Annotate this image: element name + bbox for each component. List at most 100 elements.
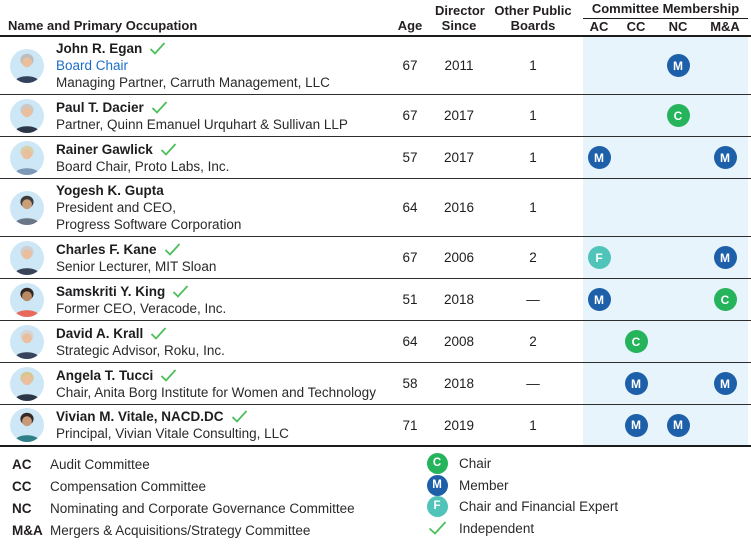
director-photo — [10, 282, 44, 317]
name-line: Rainer Gawlick — [56, 141, 229, 158]
director-name: Yogesh K. Gupta — [56, 183, 164, 198]
other-boards-cell: — — [526, 376, 540, 391]
legend-committee-label: Mergers & Acquisitions/Strategy Committe… — [50, 522, 311, 538]
column-header-other-boards: Other Public Boards — [483, 3, 583, 37]
committee-cell-ac: M — [583, 146, 615, 169]
directors-table: Name and Primary Occupation Age Director… — [0, 0, 751, 447]
name-and-occupation-cell: Angela T. Tucci Chair, Anita Borg Instit… — [0, 364, 385, 404]
column-header-other-boards-line1: Other Public — [494, 3, 572, 18]
director-photo — [10, 98, 44, 133]
occupation-line: Board Chair, Proto Labs, Inc. — [56, 158, 230, 174]
director-row: Yogesh K. Gupta President and CEO, Progre… — [0, 179, 751, 237]
occupation-line: Partner, Quinn Emanuel Urquhart & Sulliv… — [56, 116, 348, 132]
director-since-cell: 2018 — [443, 292, 475, 307]
name-block: Paul T. Dacier Partner, Quinn Emanuel Ur… — [56, 99, 348, 133]
name-block: John R. Egan Board Chair Managing Partne… — [56, 40, 330, 91]
committee-cell-nc: M — [657, 54, 699, 77]
director-since-cell: 2019 — [443, 417, 475, 433]
director-name: Charles F. Kane — [56, 241, 157, 257]
legend-committee-abbr: CC — [12, 478, 32, 494]
membership-badge-c: C — [666, 104, 690, 127]
director-photo — [10, 408, 44, 442]
director-occupation: Managing Partner, Carruth Management, LL… — [56, 74, 330, 91]
membership-badge-m: M — [624, 413, 648, 437]
director-name: Paul T. Dacier — [56, 99, 144, 115]
legend-committee-label: Nominating and Corporate Governance Comm… — [50, 500, 355, 516]
name-and-occupation-cell: John R. Egan Board Chair Managing Partne… — [0, 37, 385, 94]
director-since-cell: 2008 — [443, 334, 475, 349]
director-row: David A. Krall Strategic Advisor, Roku, … — [0, 321, 751, 363]
other-boards-cell: 1 — [529, 150, 537, 165]
name-and-occupation-cell: David A. Krall Strategic Advisor, Roku, … — [0, 322, 385, 362]
name-line: Angela T. Tucci — [56, 367, 376, 384]
legend-symbol-label: Chair — [459, 456, 492, 472]
director-photo — [10, 324, 44, 359]
occupation-line: President and CEO, — [56, 200, 177, 215]
legend-committee-row: M&A Mergers & Acquisitions/Strategy Commi… — [12, 519, 426, 541]
independent-check-icon — [164, 242, 181, 256]
person-avatar-icon — [10, 190, 44, 225]
person-avatar-icon — [10, 282, 44, 317]
committee-cell-ma: M — [699, 246, 751, 269]
name-line: Samskriti Y. King — [56, 283, 226, 300]
name-and-occupation-cell: Paul T. Dacier Partner, Quinn Emanuel Ur… — [0, 96, 385, 136]
committee-cell-cc: M — [615, 372, 657, 395]
name-block: Rainer Gawlick Board Chair, Proto Labs, … — [56, 141, 229, 175]
legend-committee-abbr: AC — [12, 456, 32, 472]
column-header-name: Name and Primary Occupation — [8, 18, 198, 33]
legend: AC Audit Committee CC Compensation Committe… — [0, 453, 751, 541]
committee-cell-nc: M — [657, 413, 699, 437]
director-occupation: Principal, Vivian Vitale Consulting, LLC — [56, 425, 289, 442]
column-header-director-since-line2: Since — [441, 18, 477, 33]
column-header-director-since: Director Since — [435, 3, 485, 37]
person-avatar-icon — [10, 240, 44, 275]
other-boards-cell: 1 — [529, 417, 537, 433]
membership-badge-m: M — [587, 146, 611, 169]
director-row: Charles F. Kane Senior Lecturer, MIT Slo… — [0, 237, 751, 279]
committee-membership-title: Committee Membership — [583, 0, 748, 19]
column-header-age: Age — [397, 18, 423, 33]
legend-symbol-row: Independent — [426, 518, 618, 540]
committee-subheaders: AC CC NC M&A — [583, 19, 751, 38]
director-occupation: Chair, Anita Borg Institute for Women an… — [56, 384, 376, 401]
membership-badge-c: C — [426, 453, 448, 475]
director-row: Vivian M. Vitale, NACD.DC Principal, Viv… — [0, 405, 751, 447]
occupation-line: Senior Lecturer, MIT Sloan — [56, 258, 217, 274]
membership-badge-m: M — [713, 146, 737, 169]
legend-committee-abbr: NC — [12, 500, 32, 516]
director-row: John R. Egan Board Chair Managing Partne… — [0, 37, 751, 95]
legend-symbols: C Chair M Member F Chair and Financial Expert… — [426, 453, 618, 541]
director-occupation: Strategic Advisor, Roku, Inc. — [56, 342, 225, 359]
membership-badge-f: F — [426, 496, 448, 518]
age-cell: 67 — [402, 58, 418, 73]
age-cell: 67 — [402, 250, 418, 265]
name-and-occupation-cell: Rainer Gawlick Board Chair, Proto Labs, … — [0, 138, 385, 178]
legend-committee-label: Audit Committee — [50, 456, 150, 472]
director-row: Samskriti Y. King Former CEO, Veracode, … — [0, 279, 751, 321]
committee-cell-cc: C — [615, 330, 657, 353]
membership-badge-m: M — [713, 246, 737, 269]
name-block: Angela T. Tucci Chair, Anita Borg Instit… — [56, 367, 376, 401]
independent-check-icon — [426, 521, 448, 536]
independent-check-icon — [151, 100, 168, 114]
director-name: Samskriti Y. King — [56, 283, 166, 299]
director-since-cell: 2017 — [443, 108, 475, 123]
subheader-cc: CC — [626, 19, 646, 34]
director-occupation: Former CEO, Veracode, Inc. — [56, 300, 226, 317]
director-occupation: Partner, Quinn Emanuel Urquhart & Sulliv… — [56, 116, 348, 133]
legend-committee-label: Compensation Committee — [50, 478, 207, 494]
age-cell: 51 — [402, 292, 418, 307]
other-boards-cell: 2 — [529, 250, 537, 265]
column-header-committee-membership: Committee Membership AC CC NC M&A — [583, 0, 751, 37]
membership-badge-c: C — [713, 288, 737, 311]
name-line: Yogesh K. Gupta — [56, 182, 241, 199]
director-since-cell: 2017 — [443, 150, 475, 165]
name-and-occupation-cell: Charles F. Kane Senior Lecturer, MIT Slo… — [0, 238, 385, 278]
membership-badge-m: M — [713, 372, 737, 395]
age-cell: 57 — [402, 150, 418, 165]
other-boards-cell: 2 — [529, 334, 537, 349]
person-avatar-icon — [10, 366, 44, 401]
name-block: Samskriti Y. King Former CEO, Veracode, … — [56, 283, 226, 317]
